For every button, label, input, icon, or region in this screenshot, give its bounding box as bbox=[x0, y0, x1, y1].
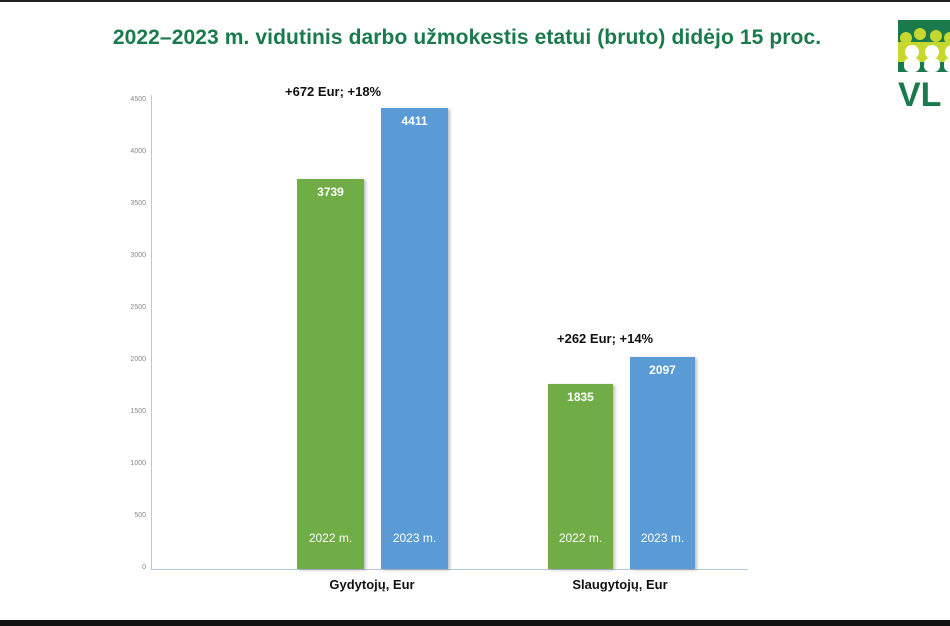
delta-label-gydytoju: +672 Eur; +18% bbox=[285, 84, 382, 99]
y-tick: 3500 bbox=[130, 200, 146, 207]
bar-gydytoju-2022: 3739 2022 m. bbox=[297, 179, 364, 569]
y-tick: 2000 bbox=[130, 356, 146, 363]
bar-year-label: 2023 m. bbox=[640, 531, 685, 545]
y-tick: 4000 bbox=[130, 148, 146, 155]
bar-value: 3739 bbox=[317, 185, 344, 199]
y-tick: 1000 bbox=[130, 460, 146, 467]
bar-value: 2097 bbox=[649, 363, 676, 377]
bar-slaugytoju-2023: 2097 2023 m. bbox=[630, 357, 695, 569]
svg-text:VL: VL bbox=[898, 76, 941, 110]
bar-value: 4411 bbox=[401, 114, 428, 128]
y-tick: 1500 bbox=[130, 408, 146, 415]
vlk-logo: VL bbox=[898, 20, 950, 114]
bar-year-label: 2022 m. bbox=[558, 531, 603, 545]
y-tick: 0 bbox=[142, 564, 146, 571]
slide-bottom-border bbox=[0, 620, 950, 626]
x-axis-line bbox=[151, 569, 748, 570]
category-label-slaugytoju: Slaugytojų, Eur bbox=[572, 577, 668, 592]
slide-top-border bbox=[0, 0, 950, 2]
bar-slaugytoju-2022: 1835 2022 m. bbox=[548, 384, 613, 569]
delta-label-slaugytoju: +262 Eur; +14% bbox=[557, 331, 654, 346]
bar-gydytoju-2023: 4411 2023 m. bbox=[381, 108, 448, 569]
slide-title-text: 2022–2023 m. vidutinis darbo užmokestis … bbox=[112, 26, 822, 49]
y-axis-line bbox=[151, 95, 152, 570]
bar-year-label: 2022 m. bbox=[308, 531, 353, 545]
category-label-gydytoju: Gydytojų, Eur bbox=[329, 577, 415, 592]
slide-title: 2022–2023 m. vidutinis darbo užmokestis … bbox=[0, 26, 950, 50]
y-tick: 2500 bbox=[130, 304, 146, 311]
y-tick: 4500 bbox=[130, 96, 146, 103]
y-tick: 3000 bbox=[130, 252, 146, 259]
bar-year-label: 2023 m. bbox=[392, 531, 437, 545]
people-group-logo-icon: VL bbox=[898, 20, 950, 114]
bar-value: 1835 bbox=[567, 390, 594, 404]
y-tick: 500 bbox=[134, 512, 146, 519]
